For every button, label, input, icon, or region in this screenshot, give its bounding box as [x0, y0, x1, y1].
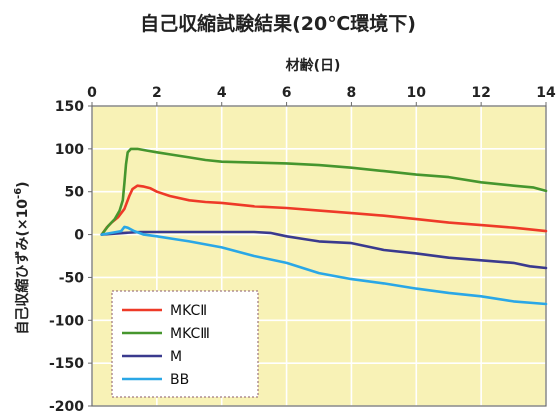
legend-label: M	[170, 349, 182, 365]
y-tick-label: 100	[55, 142, 84, 158]
x-tick-label: 4	[217, 85, 227, 101]
x-tick-label: 14	[536, 85, 556, 101]
x-tick-label: 2	[152, 85, 162, 101]
x-tick-label: 8	[347, 85, 357, 101]
x-tick-label: 12	[471, 85, 490, 101]
series-line-3	[100, 230, 548, 270]
y-tick-label: 50	[65, 185, 85, 201]
y-tick-label: -200	[49, 399, 84, 412]
y-tick-label: -50	[59, 270, 85, 286]
series-line-2	[100, 147, 548, 236]
y-tick-label: -100	[49, 313, 84, 329]
x-tick-label: 6	[282, 85, 292, 101]
legend-label: MKCⅢ	[170, 326, 210, 342]
x-tick-label: 0	[87, 85, 97, 101]
legend-label: MKCⅡ	[170, 303, 207, 319]
y-axis-label: 自己収縮ひずみ(×10-6)	[13, 181, 31, 334]
plot-frame	[91, 105, 547, 407]
series-line-4	[100, 225, 548, 306]
y-tick-label: 150	[55, 99, 84, 115]
series-line-1	[100, 184, 548, 236]
x-tick-label: 10	[407, 85, 427, 101]
legend-label: BB	[170, 372, 189, 388]
y-tick-label: -150	[49, 356, 84, 372]
chart-title: 自己収縮試験結果(20℃環境下)	[140, 12, 416, 35]
y-tick-label: 0	[74, 228, 84, 244]
x-axis-label: 材齢(日)	[286, 57, 341, 74]
